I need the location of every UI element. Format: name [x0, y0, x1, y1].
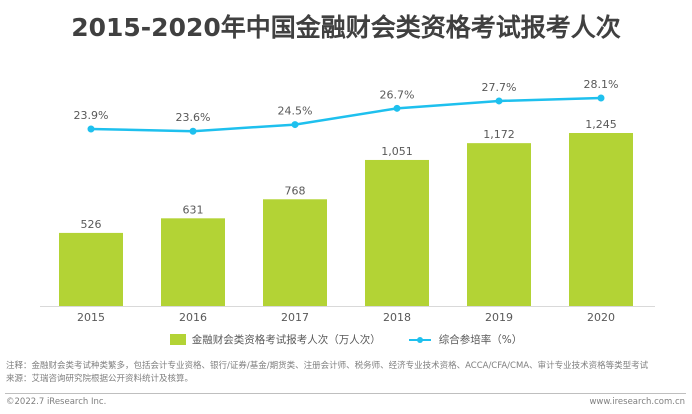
bar-2019 [467, 143, 531, 306]
legend-line-label: 综合参培率（%） [438, 334, 523, 346]
rate-value-label: 26.7% [380, 88, 415, 101]
source-text: 来源：艾瑞咨询研究院根据公开资料统计及核算。 [6, 374, 194, 384]
rate-point-2017 [291, 121, 299, 129]
bar-2015 [59, 232, 123, 306]
legend-line-swatch [408, 334, 431, 345]
rate-value-label: 27.7% [482, 81, 517, 94]
bar-value-label: 1,172 [483, 128, 515, 141]
x-tick-label: 2019 [485, 311, 513, 324]
legend-item-bar: 金融财会类资格考试报考人次（万人次） [169, 332, 381, 347]
bar-2020 [569, 133, 633, 306]
rate-value-label: 28.1% [584, 78, 619, 91]
rate-point-2020 [597, 94, 605, 102]
rate-point-2018 [393, 104, 401, 112]
copyright-text: ©2022.7 iResearch Inc. [6, 397, 107, 407]
legend-bar-label: 金融财会类资格考试报考人次（万人次） [191, 334, 381, 346]
chart-plot: 526 631 768 1,051 1,172 1,245 23.9% 23.6% 24.5%… [40, 78, 655, 324]
bar-2018 [365, 159, 429, 306]
x-tick-label: 2017 [281, 311, 309, 324]
website-link[interactable]: www.iresearch.com.cn [589, 397, 685, 407]
chart-notes: 注释：金融财会类考试种类繁多，包括会计专业资格、银行/证券/基金/期货类、注册会… [6, 360, 648, 386]
x-tick-label: 2015 [77, 311, 105, 324]
x-tick-label: 2020 [587, 311, 615, 324]
bar-2017 [263, 199, 327, 306]
footer-divider [5, 393, 686, 394]
rate-line [90, 96, 602, 133]
legend-item-line: 综合参培率（%） [408, 332, 523, 347]
bar-value-label: 1,051 [381, 145, 413, 158]
bar-2016 [161, 218, 225, 306]
rate-value-label: 23.6% [176, 111, 211, 124]
rate-value-label: 23.9% [74, 109, 109, 122]
chart-title: 2015-2020年中国金融财会类资格考试报考人次 [71, 13, 621, 42]
bar-value-label: 1,245 [585, 118, 617, 131]
rate-point-2015 [87, 125, 95, 133]
bar-value-label: 631 [183, 203, 204, 216]
rate-point-2019 [495, 97, 503, 105]
x-tick-label: 2016 [179, 311, 207, 324]
x-tick-label: 2018 [383, 311, 411, 324]
legend-bar-swatch [169, 334, 186, 345]
chart-legend: 金融财会类资格考试报考人次（万人次） 综合参培率（%） [0, 332, 692, 347]
bar-value-label: 768 [285, 184, 306, 197]
bar-value-label: 526 [81, 218, 102, 231]
rate-value-label: 24.5% [278, 105, 313, 118]
rate-point-2016 [189, 127, 197, 135]
note-text: 注释：金融财会类考试种类繁多，包括会计专业资格、银行/证券/基金/期货类、注册会… [6, 361, 649, 371]
